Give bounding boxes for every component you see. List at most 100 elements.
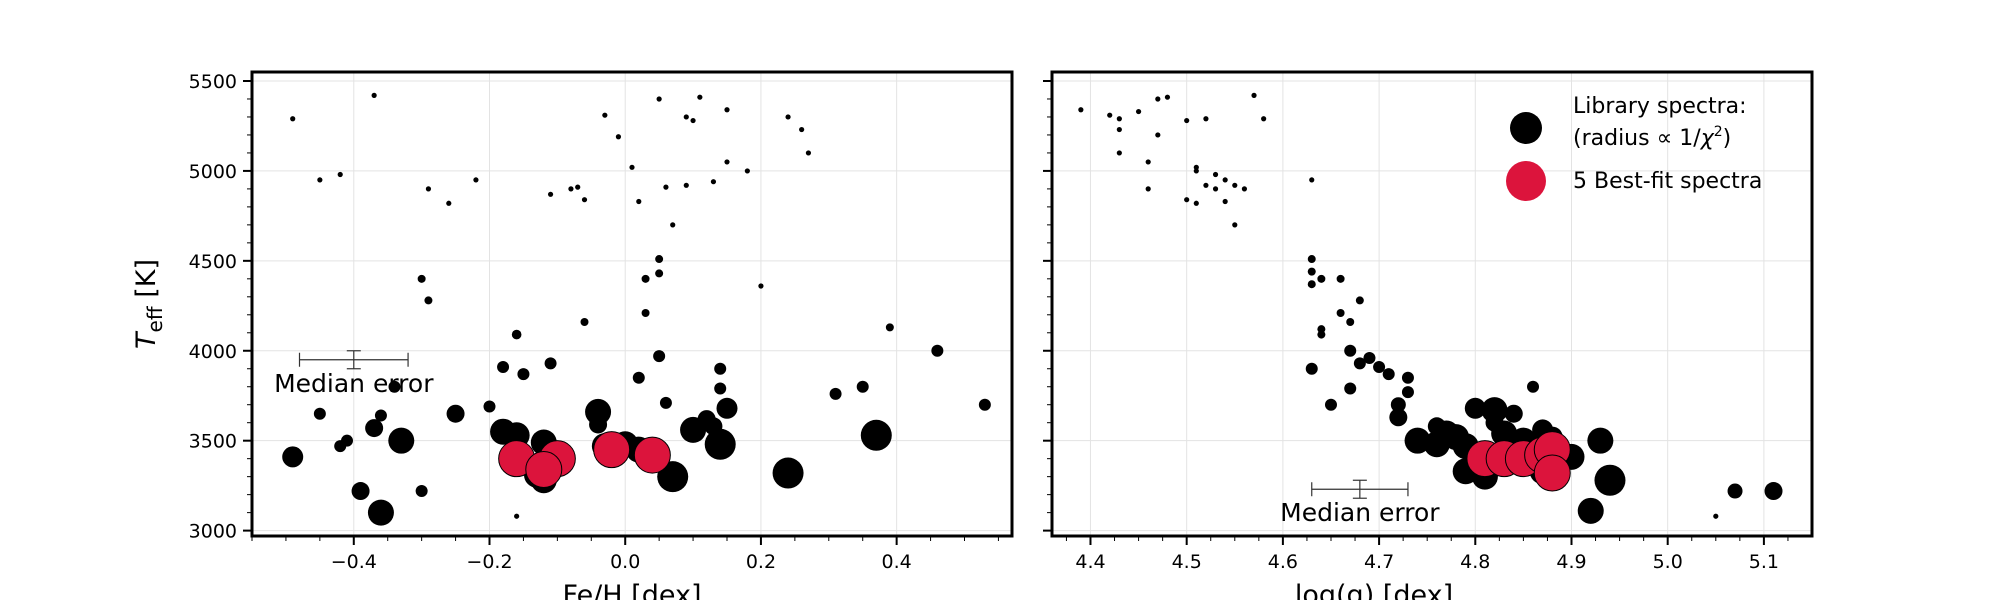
x-tick-label: 0.2 [746, 551, 776, 573]
x-tick-label: −0.2 [466, 551, 512, 573]
library-point [697, 94, 703, 100]
left-x-axis: −0.4 −0.2 0.0 0.2 0.4 [251, 536, 999, 573]
library-point [710, 179, 717, 185]
library-point [580, 317, 589, 326]
library-point [744, 168, 750, 174]
x-tick-label: −0.4 [331, 551, 377, 573]
x-tick-label: 5.0 [1653, 551, 1683, 573]
library-point [388, 427, 415, 454]
library-point [1116, 126, 1122, 133]
library-point [829, 387, 842, 400]
library-point [680, 416, 707, 443]
library-point [683, 114, 689, 120]
library-point [1309, 177, 1315, 183]
library-point [341, 434, 353, 447]
library-point [1401, 386, 1414, 399]
library-point [690, 117, 696, 124]
library-point [978, 398, 991, 411]
library-point [575, 184, 581, 190]
best-fit-point [633, 436, 671, 474]
library-point [497, 360, 510, 373]
library-point [1251, 92, 1257, 98]
best-fit-point [593, 431, 631, 469]
library-point [313, 407, 326, 420]
library-point [655, 255, 664, 264]
library-point [1527, 380, 1540, 393]
library-point [1355, 296, 1364, 305]
library-point [417, 274, 426, 283]
y-tick-label: 5500 [189, 71, 237, 93]
left-y-axis: 3000 3500 4000 4500 5000 5500 [189, 71, 252, 543]
library-point [1317, 330, 1326, 339]
right-x-axis-label: log(g) [dex] [1295, 580, 1453, 600]
library-point [1587, 427, 1614, 454]
library-point [1382, 368, 1395, 381]
library-point [785, 114, 791, 120]
library-point [483, 400, 496, 413]
library-point [1135, 108, 1142, 115]
library-point [1577, 497, 1604, 524]
library-point [1116, 150, 1122, 156]
left-data-points [282, 92, 991, 526]
library-point [337, 171, 343, 178]
median-error-label: Median error [1280, 498, 1440, 527]
library-point [1336, 274, 1345, 283]
x-tick-label: 4.5 [1172, 551, 1202, 573]
library-point [1373, 360, 1386, 373]
right-median-error: Median error [1280, 479, 1440, 527]
library-point [758, 283, 764, 289]
legend-library-line2: (radius ∝ 1/χ2) [1573, 124, 1731, 151]
library-point [446, 200, 452, 206]
library-point [656, 96, 662, 102]
library-point [805, 150, 812, 156]
library-point [425, 186, 432, 192]
library-point [1344, 344, 1357, 357]
library-point [367, 499, 394, 526]
y-tick-label: 4500 [189, 251, 237, 273]
library-point [1389, 408, 1408, 427]
library-point [1363, 351, 1376, 364]
library-point [641, 274, 650, 283]
library-point [1078, 107, 1084, 113]
library-point [1307, 255, 1316, 264]
library-point [1324, 398, 1337, 411]
left-median-error: Median error [274, 350, 434, 398]
library-point [1261, 116, 1267, 122]
library-point [511, 329, 522, 340]
library-point [517, 368, 530, 381]
library-point [641, 308, 650, 317]
library-point [282, 446, 304, 468]
library-point [1390, 397, 1406, 413]
library-point [514, 513, 520, 519]
library-point [629, 164, 635, 170]
library-point [1212, 171, 1219, 178]
right-panel: Median error 4.4 4.5 4.6 4.7 4.8 4.9 5.0 5.1 lo… [1043, 70, 1814, 600]
x-tick-label: 0.4 [882, 551, 912, 573]
library-point [1305, 362, 1318, 375]
x-tick-label: 5.1 [1749, 551, 1779, 573]
library-point [724, 107, 730, 113]
library-point [670, 222, 676, 228]
library-point [568, 186, 574, 192]
library-point [1346, 317, 1355, 326]
library-point [653, 350, 666, 363]
right-grid [1052, 72, 1812, 536]
library-point [1145, 186, 1151, 192]
library-point [1713, 513, 1719, 519]
library-point [1164, 94, 1171, 100]
library-point [799, 126, 805, 133]
library-point [1145, 159, 1151, 165]
library-point [1464, 397, 1486, 419]
library-point [655, 269, 664, 278]
best-fit-point [525, 450, 563, 488]
library-point [374, 409, 387, 422]
library-point [1353, 357, 1366, 370]
library-point [365, 419, 384, 438]
library-point [581, 197, 588, 203]
library-point [290, 116, 296, 122]
library-point [1155, 132, 1161, 138]
library-point [351, 482, 370, 501]
library-point [1193, 164, 1199, 170]
library-point [1222, 198, 1228, 205]
library-point [636, 198, 642, 205]
